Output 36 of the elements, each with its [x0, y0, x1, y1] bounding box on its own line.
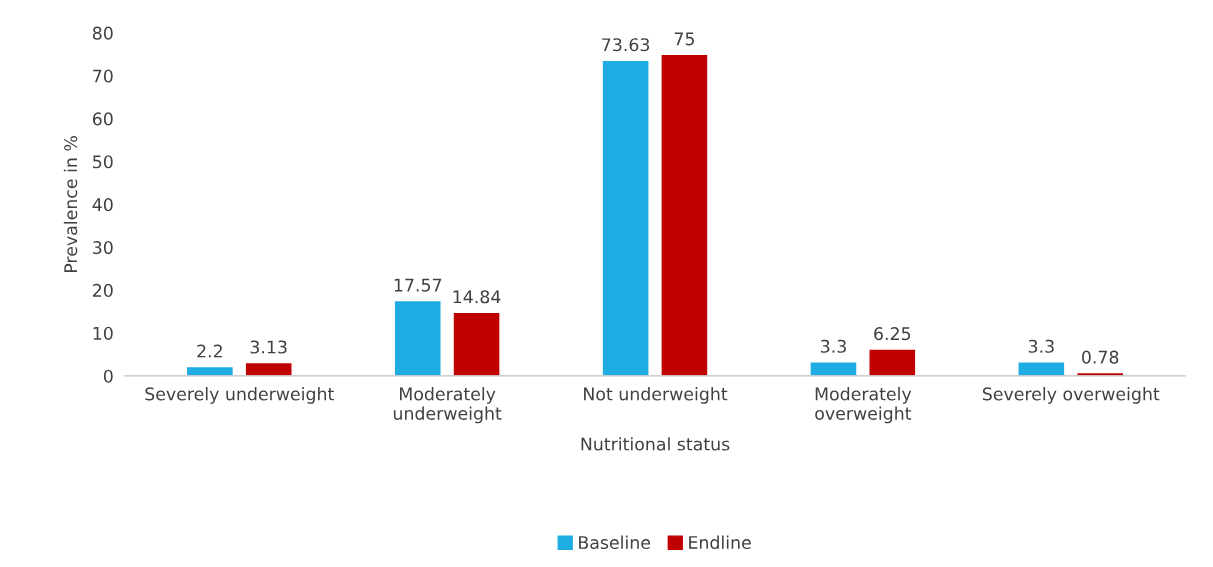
- y-tick-label: 0: [103, 369, 113, 383]
- bar: [452, 311, 501, 376]
- bar: [244, 361, 293, 376]
- data-label: 17.57: [394, 278, 442, 292]
- y-tick-label: 80: [92, 26, 113, 40]
- x-tick-label: Severely overweight: [982, 387, 1160, 404]
- bar: [660, 53, 709, 376]
- bar: [393, 299, 442, 376]
- y-tick-label: 60: [92, 112, 113, 126]
- data-label: 6.25: [874, 327, 911, 341]
- data-label: 14.84: [453, 290, 501, 304]
- y-tick-label: 40: [92, 198, 113, 212]
- legend-label: Baseline: [579, 535, 651, 550]
- bar: [868, 348, 917, 376]
- bar: [809, 361, 858, 376]
- x-tick-label: Severely underweight: [145, 387, 334, 404]
- y-tick-label: 50: [93, 155, 113, 169]
- legend-label: Endline: [689, 535, 751, 550]
- data-label: 3.3: [821, 339, 846, 353]
- x-tick-label: Not underweight: [584, 387, 728, 404]
- x-tick-label: Moderately underweight: [393, 387, 502, 424]
- y-tick-label: 20: [93, 283, 113, 297]
- x-tick-label: Moderately overweight: [815, 387, 912, 424]
- data-label: 3.3: [1028, 339, 1054, 353]
- y-tick-label: 30: [93, 240, 113, 255]
- bar: [1017, 361, 1066, 376]
- x-axis-title: Nutritional status: [581, 437, 730, 451]
- bar: [601, 59, 650, 376]
- data-label: 3.13: [250, 340, 287, 354]
- data-label: 2.2: [197, 344, 222, 358]
- y-tick-label: 70: [93, 69, 113, 83]
- y-axis-title: Prevalence in %: [63, 136, 78, 272]
- data-label: 73.63: [602, 38, 650, 52]
- data-label: 0.78: [1082, 350, 1119, 364]
- y-tick-label: 10: [93, 326, 113, 340]
- data-label: 75: [674, 32, 694, 46]
